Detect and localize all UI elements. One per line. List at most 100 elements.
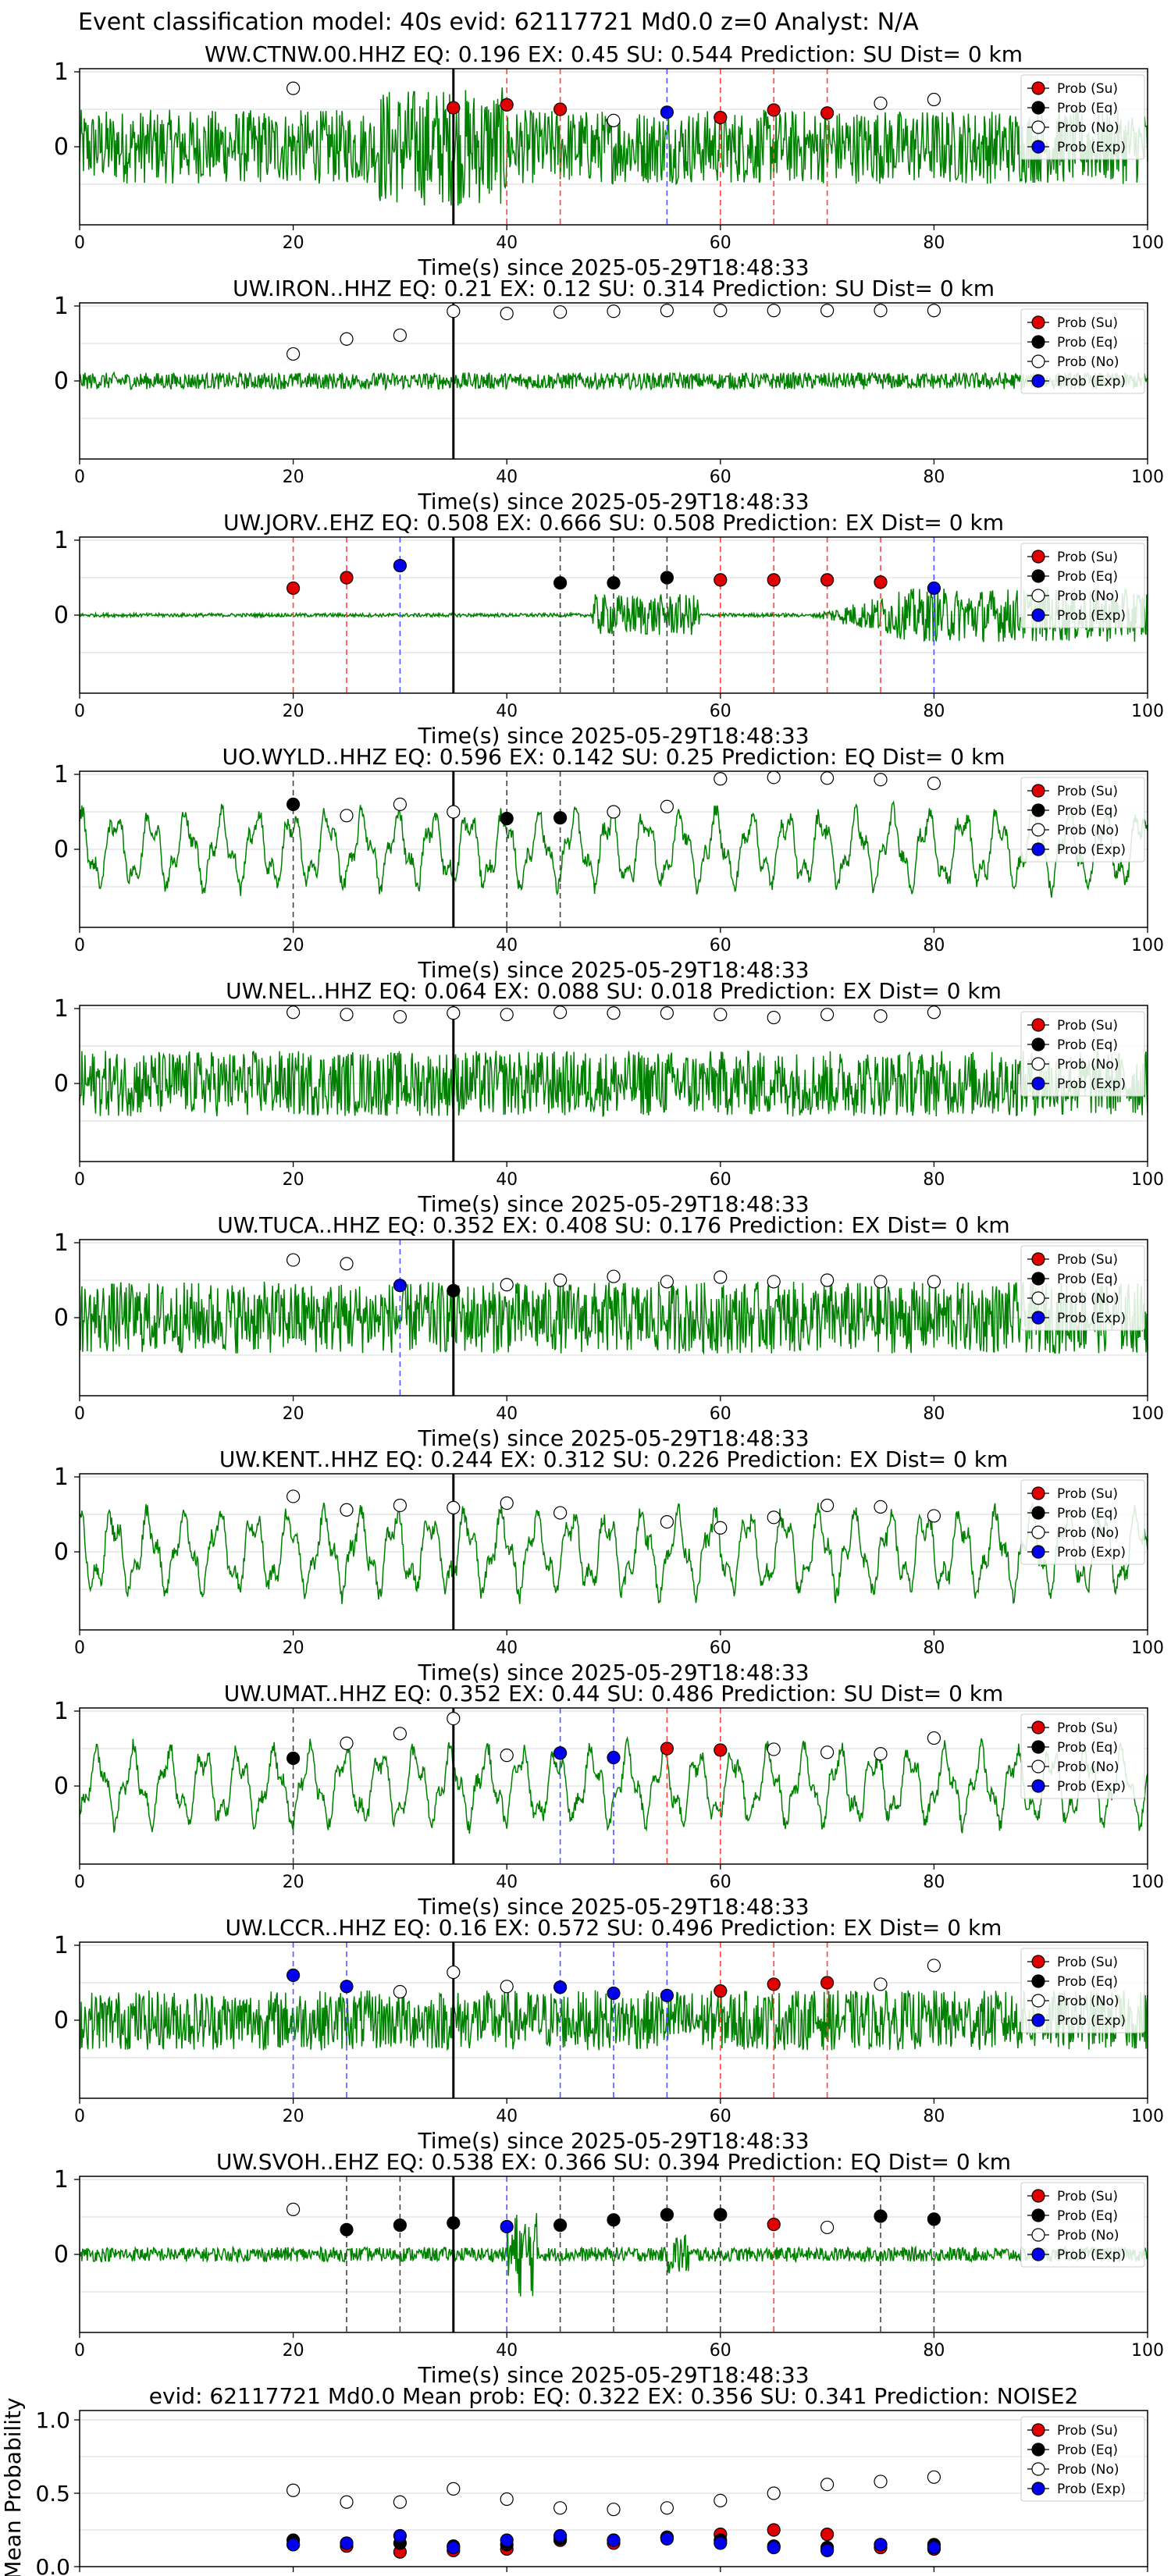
prob-point-no: [500, 1749, 514, 1763]
prob-point-su: [767, 573, 781, 587]
prob-point-no: [500, 1496, 514, 1510]
mean-point-exp: [820, 2543, 835, 2557]
prob-point-no: [340, 332, 354, 346]
x-axis-label: Time(s) since 2025-05-29T18:48:33: [417, 1191, 809, 1217]
y-tick-label: 0: [54, 2241, 69, 2268]
prob-point-exp: [340, 1980, 354, 1994]
mean-point-su: [820, 2528, 835, 2542]
x-tick-label: 60: [710, 468, 731, 487]
prob-point-eq: [553, 2218, 568, 2233]
x-axis-label: Time(s) since 2025-05-29T18:48:33: [417, 1894, 809, 1920]
prob-point-no: [500, 1278, 514, 1292]
prob-point-su: [820, 106, 835, 120]
x-tick-label: 0: [74, 936, 85, 955]
legend-marker-su: [1031, 1486, 1045, 1500]
legend-marker-no: [1031, 589, 1045, 603]
legend-marker-su: [1031, 550, 1045, 564]
legend-label-no: Prob (No): [1057, 354, 1119, 370]
legend-marker-no: [1031, 1057, 1045, 1071]
legend-marker-eq: [1031, 1272, 1045, 1286]
x-tick-label: 80: [923, 1638, 945, 1658]
prob-point-eq: [393, 2218, 408, 2233]
prob-point-eq: [553, 576, 568, 590]
prob-point-no: [393, 1984, 408, 1999]
prob-point-su: [767, 103, 781, 117]
y-tick-label: 1: [54, 1464, 69, 1491]
prob-point-no: [447, 304, 461, 318]
prob-point-no: [767, 770, 781, 785]
legend-label-su: Prob (Su): [1057, 550, 1118, 565]
axes-frame: [79, 68, 1148, 226]
y-tick-label: 0: [54, 836, 69, 863]
legend-marker-no: [1031, 2228, 1045, 2242]
legend-label-exp: Prob (Exp): [1057, 2013, 1126, 2029]
x-tick-label: 60: [710, 233, 731, 253]
panel-title: evid: 62117721 Md0.0 Mean prob: EQ: 0.32…: [149, 2383, 1079, 2409]
legend-marker-exp: [1031, 140, 1045, 154]
x-tick-label: 0: [74, 468, 85, 487]
prob-point-eq: [607, 2213, 621, 2227]
legend-marker-eq: [1031, 569, 1045, 583]
legend-label-no: Prob (No): [1057, 1057, 1119, 1073]
prob-point-su: [820, 573, 835, 587]
x-axis-label: Time(s) since 2025-05-29T18:48:33: [417, 1660, 809, 1685]
prob-point-no: [660, 1006, 674, 1020]
mean-point-exp: [714, 2536, 728, 2550]
prob-point-no: [393, 1727, 408, 1741]
mean-point-no: [874, 2475, 888, 2489]
mean-point-no: [500, 2492, 514, 2507]
x-tick-label: 100: [1131, 936, 1164, 955]
x-axis-label: Time(s) since 2025-05-29T18:48:33: [417, 2362, 809, 2388]
legend-marker-su: [1031, 2189, 1045, 2203]
x-tick-label: 40: [496, 936, 518, 955]
prob-point-eq: [287, 1751, 301, 1766]
prob-point-no: [393, 1498, 408, 1513]
x-tick-label: 80: [923, 1170, 945, 1190]
prob-point-no: [874, 1747, 888, 1761]
legend-box: [1020, 308, 1145, 394]
x-axis-label: Time(s) since 2025-05-29T18:48:33: [417, 957, 809, 983]
x-tick-label: 60: [710, 1638, 731, 1658]
x-tick-label: 40: [496, 702, 518, 721]
mean-point-exp: [500, 2533, 514, 2547]
prob-point-no: [714, 1008, 728, 1022]
x-tick-label: 20: [283, 2341, 304, 2361]
legend-marker-su: [1031, 315, 1045, 329]
prob-point-no: [447, 1006, 461, 1020]
legend-label-eq: Prob (Eq): [1057, 101, 1118, 116]
prob-point-no: [500, 1008, 514, 1022]
legend-label-eq: Prob (Eq): [1057, 569, 1118, 585]
prob-point-su: [714, 110, 728, 125]
legend-label-eq: Prob (Eq): [1057, 803, 1118, 819]
waveform-trace: [79, 1049, 1148, 1118]
legend-label-no: Prob (No): [1057, 2462, 1119, 2478]
axes-frame: [79, 2410, 1148, 2567]
panel-title: UW.TUCA..HHZ EQ: 0.352 EX: 0.408 SU: 0.1…: [217, 1212, 1009, 1238]
legend-label-no: Prob (No): [1057, 589, 1119, 604]
legend-label-eq: Prob (Eq): [1057, 2443, 1118, 2458]
prob-point-no: [927, 1005, 941, 1019]
prob-point-su: [553, 102, 568, 116]
legend-label-eq: Prob (Eq): [1057, 1506, 1118, 1521]
legend-label-no: Prob (No): [1057, 1994, 1119, 2009]
prob-point-exp: [927, 581, 941, 596]
prob-point-eq: [714, 2208, 728, 2222]
prob-point-no: [287, 1005, 301, 1019]
legend-label-su: Prob (Su): [1057, 1252, 1118, 1268]
legend-label-su: Prob (Su): [1057, 2189, 1118, 2204]
mean-point-exp: [553, 2528, 568, 2543]
prob-point-su: [714, 1743, 728, 1757]
prob-point-no: [927, 1959, 941, 1973]
x-tick-label: 80: [923, 936, 945, 955]
prob-point-su: [500, 98, 514, 112]
legend-label-exp: Prob (Exp): [1057, 2482, 1126, 2497]
legend-label-exp: Prob (Exp): [1057, 1779, 1126, 1795]
prob-point-no: [447, 1712, 461, 1726]
x-tick-label: 40: [496, 1638, 518, 1658]
x-tick-label: 40: [496, 1873, 518, 1892]
legend-label-exp: Prob (Exp): [1057, 140, 1126, 155]
mean-point-exp: [660, 2532, 674, 2546]
x-axis-label: Time(s) since 2025-05-29T18:48:33: [417, 254, 809, 280]
x-tick-label: 20: [283, 1873, 304, 1892]
legend-label-su: Prob (Su): [1057, 315, 1118, 331]
